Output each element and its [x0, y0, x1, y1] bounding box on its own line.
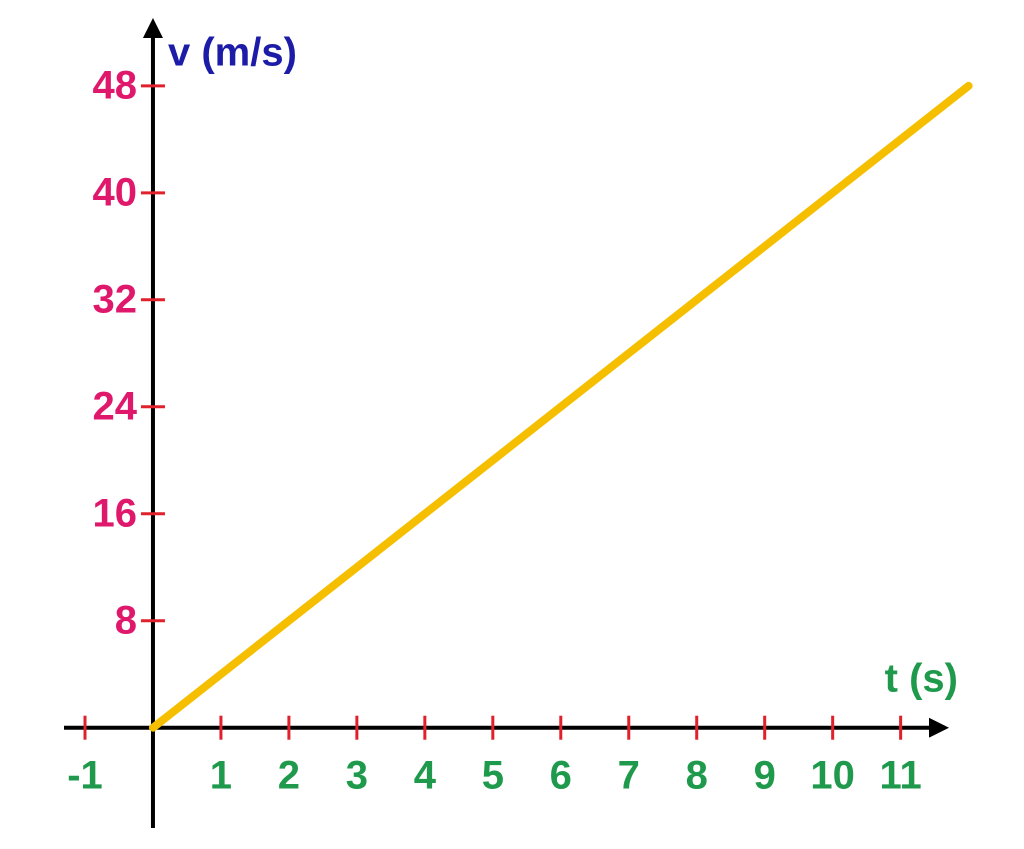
x-tick-label: 5	[482, 753, 504, 797]
x-tick-label: 11	[879, 753, 921, 797]
y-tick-label: 16	[92, 491, 137, 535]
x-tick-label: 8	[686, 753, 708, 797]
y-axis-label: v (m/s)	[168, 31, 297, 75]
x-axis-label: t (s)	[885, 657, 958, 701]
y-tick-label: 8	[115, 598, 137, 642]
x-tick-label: 2	[278, 753, 300, 797]
y-tick-label: 40	[92, 170, 137, 214]
x-tick-label: 10	[810, 753, 855, 797]
y-tick-label: 24	[92, 384, 137, 428]
y-tick-label: 48	[92, 63, 137, 107]
x-tick-label: 4	[414, 753, 437, 797]
x-tick-label: 6	[550, 753, 572, 797]
y-tick-label: 32	[92, 277, 137, 321]
x-tick-label: 1	[210, 753, 232, 797]
data-line	[148, 81, 973, 732]
x-tick-label: 7	[618, 753, 640, 797]
x-tick-label: -1	[67, 753, 103, 797]
x-tick-label: 9	[754, 753, 776, 797]
x-tick-label: 3	[346, 753, 368, 797]
